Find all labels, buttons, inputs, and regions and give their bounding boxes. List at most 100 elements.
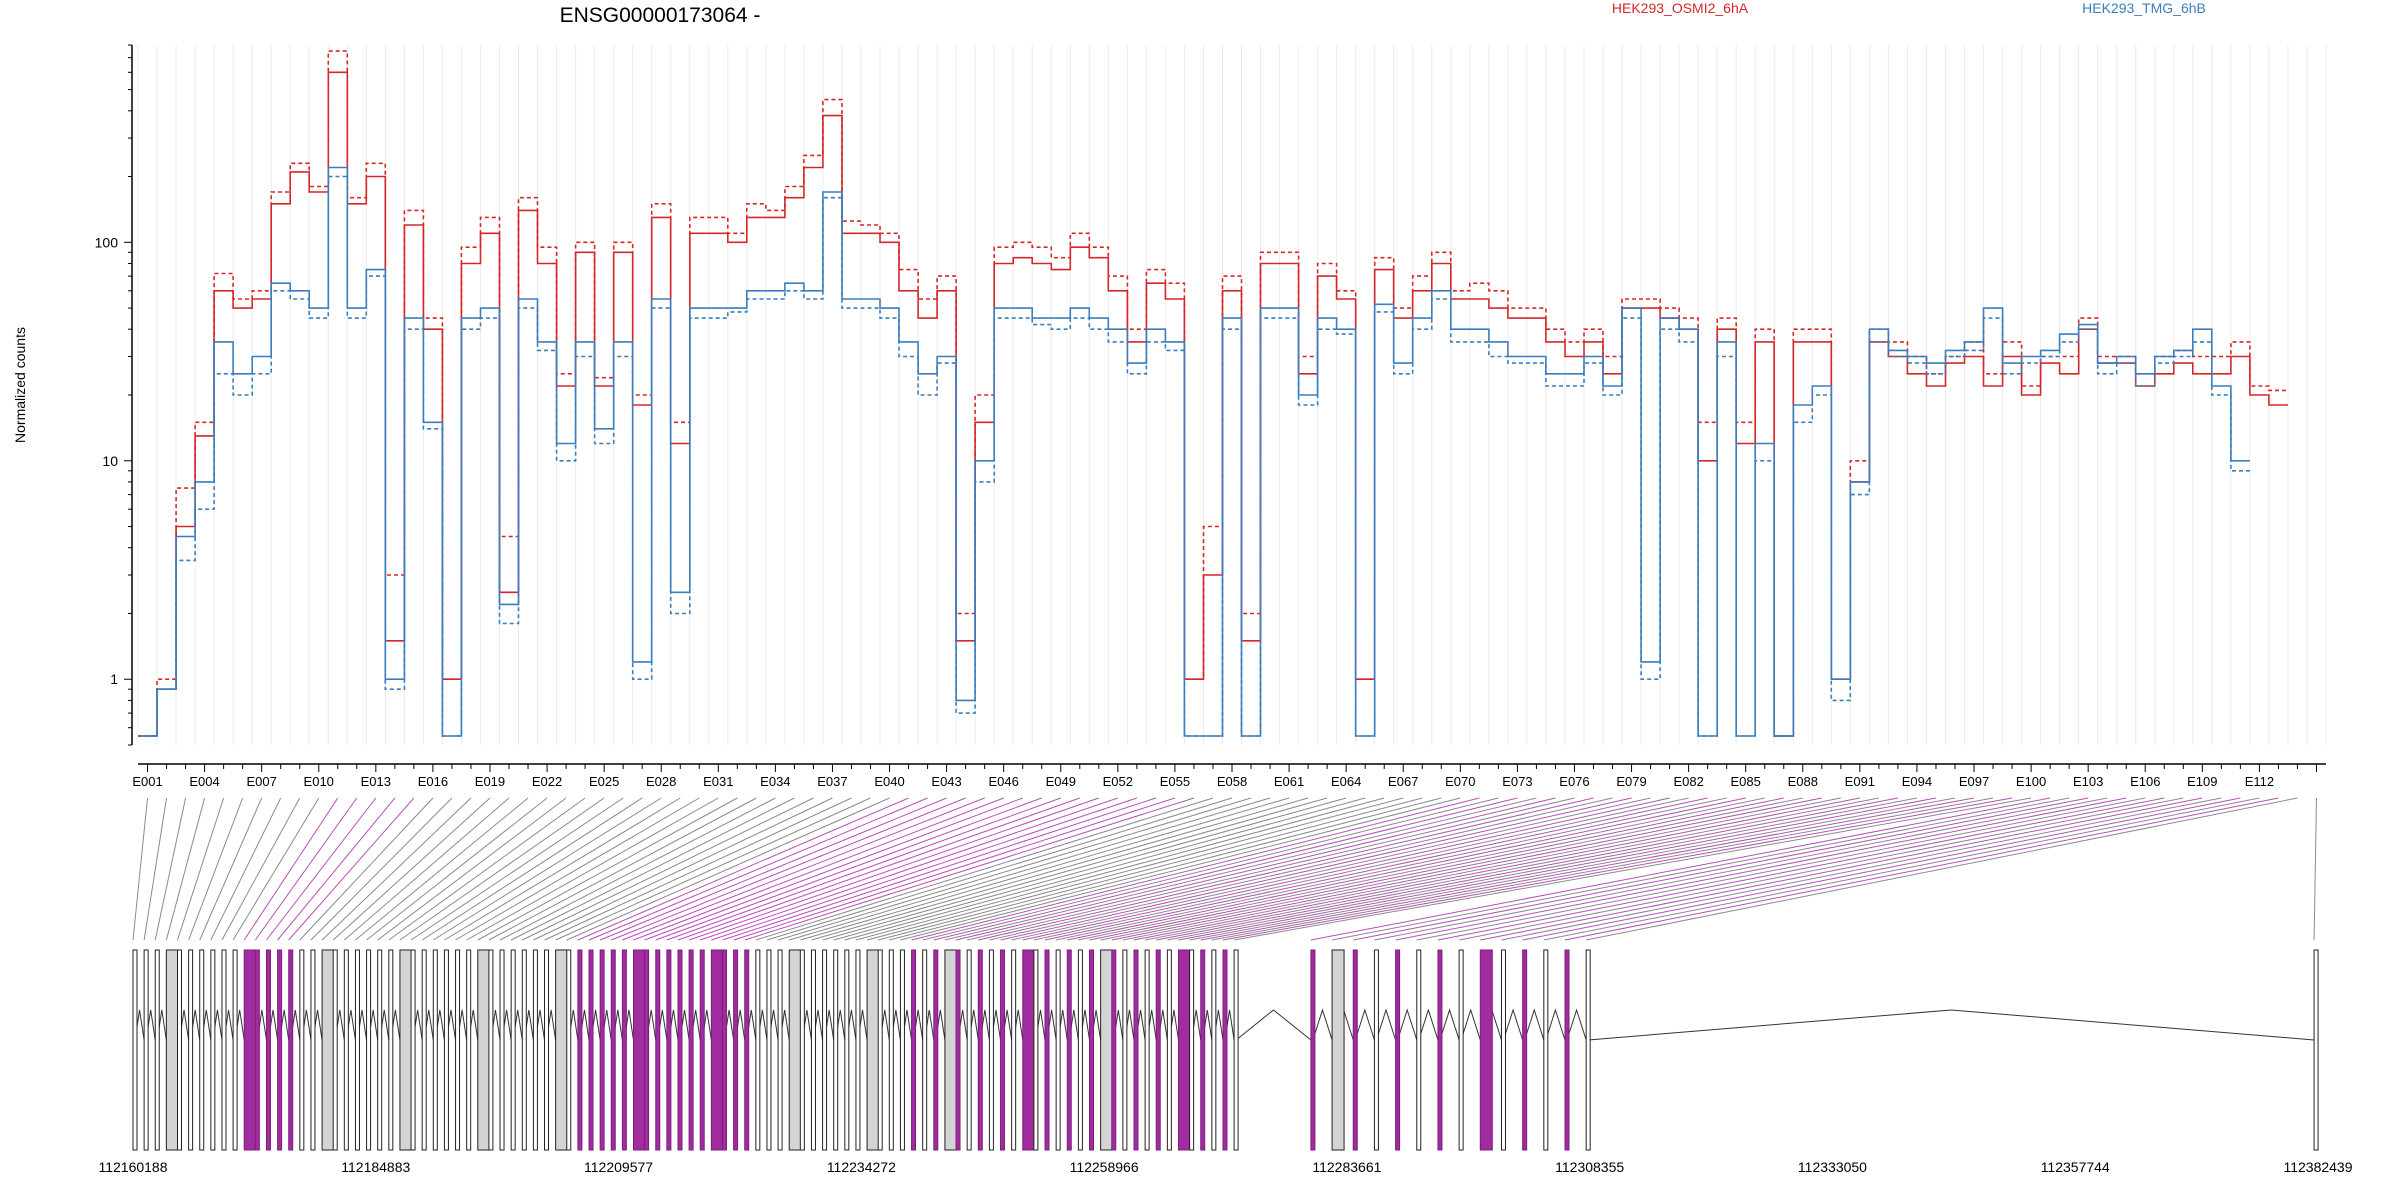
exon-box xyxy=(877,949,883,1151)
exon-box xyxy=(822,949,828,1151)
exon-box xyxy=(1200,949,1206,1151)
exon-connector xyxy=(1310,797,2051,941)
exon-connector xyxy=(944,797,1537,941)
exon-box xyxy=(366,949,372,1151)
exon-box xyxy=(944,949,958,1151)
exon-connector xyxy=(855,797,1385,941)
exon-connector xyxy=(366,797,548,941)
y-tick-label: 10 xyxy=(102,453,118,469)
exon-box xyxy=(555,949,569,1151)
exon-connector xyxy=(833,797,1347,941)
exon-connector xyxy=(1100,797,1803,941)
exon-box xyxy=(243,949,257,1151)
exon-connector xyxy=(900,797,1461,941)
exon-connector xyxy=(1459,797,2184,941)
exon-tick-label: E094 xyxy=(1902,774,1932,789)
exon-connector xyxy=(866,797,1404,941)
genomic-tick-label: 112258966 xyxy=(1070,1159,1139,1175)
exon-connector xyxy=(1022,797,1670,941)
exon-connector xyxy=(499,797,776,941)
exon-connector xyxy=(1078,797,1765,941)
exon-box xyxy=(1155,949,1161,1151)
exon-box xyxy=(1177,949,1191,1151)
exon-tick-label: E076 xyxy=(1559,774,1589,789)
exon-box xyxy=(410,949,416,1151)
genomic-tick-label: 112357744 xyxy=(2041,1159,2110,1175)
exon-tick-label: E055 xyxy=(1160,774,1190,789)
exon-box xyxy=(844,949,850,1151)
exon-connector xyxy=(566,797,890,941)
exon-connector xyxy=(989,797,1613,941)
exon-connector xyxy=(1222,797,2013,941)
exon-box xyxy=(1479,949,1493,1151)
exon-connector xyxy=(1543,797,2260,941)
intron-line xyxy=(1460,1008,1481,1041)
exon-box xyxy=(532,949,538,1151)
exon-connector xyxy=(955,797,1556,941)
exon-box xyxy=(176,949,182,1151)
exon-box xyxy=(443,949,449,1151)
exon-box xyxy=(1166,949,1172,1151)
intron-line xyxy=(1235,1009,1312,1041)
exon-box xyxy=(132,949,138,1151)
exon-box xyxy=(221,949,227,1151)
exon-connector xyxy=(1178,797,1937,941)
exon-tick-label: E070 xyxy=(1445,774,1475,789)
exon-connector xyxy=(967,797,1575,941)
exon-box xyxy=(1077,949,1083,1151)
exon-tick-label: E028 xyxy=(646,774,676,789)
exon-box xyxy=(1373,949,1379,1151)
exon-box xyxy=(621,949,627,1151)
exon-tick-label: E004 xyxy=(189,774,219,789)
intron-line xyxy=(1312,1008,1333,1041)
exon-box xyxy=(577,949,583,1151)
exon-box xyxy=(1437,949,1443,1151)
exon-connector xyxy=(2313,797,2317,941)
exon-connector xyxy=(644,797,1023,941)
exon-connector xyxy=(555,797,871,941)
exon-box xyxy=(1564,949,1570,1151)
intron-line xyxy=(1418,1008,1439,1041)
exon-box xyxy=(377,949,383,1151)
exon-grid xyxy=(137,45,2327,745)
exon-box xyxy=(299,949,305,1151)
exon-connector xyxy=(777,797,1252,941)
exon-box xyxy=(1022,949,1036,1151)
exon-connector xyxy=(266,797,377,941)
exon-connector xyxy=(433,797,662,941)
exon-connector xyxy=(522,797,814,941)
exon-tick-label: E064 xyxy=(1331,774,1361,789)
exon-tick-label: E016 xyxy=(418,774,448,789)
exon-box xyxy=(599,949,605,1151)
exon-box xyxy=(488,949,494,1151)
exon-connector xyxy=(355,797,529,941)
exon-tick-label: E061 xyxy=(1274,774,1304,789)
exon-box xyxy=(955,949,961,1151)
exon-connector xyxy=(1211,797,1994,941)
exon-tick-label: E085 xyxy=(1731,774,1761,789)
exon-connector xyxy=(933,797,1518,941)
exon-connector xyxy=(1044,797,1708,941)
exon-connector xyxy=(622,797,985,941)
exon-box xyxy=(988,949,994,1151)
exon-connector xyxy=(332,797,491,941)
y-tick-label: 100 xyxy=(95,234,119,250)
exon-box xyxy=(310,949,316,1151)
exon-connector xyxy=(254,797,358,941)
exon-axis: E001 E004 E007 E010 E013 E016 E019 E022 E025 E028… xyxy=(132,763,2326,789)
exon-tick-label: E034 xyxy=(760,774,790,789)
exon-connector xyxy=(210,797,282,941)
exon-box xyxy=(1189,949,1195,1151)
exon-connector xyxy=(1501,797,2222,941)
exon-box xyxy=(232,949,238,1151)
exon-connector xyxy=(611,797,966,941)
exon-box xyxy=(677,949,683,1151)
exon-tick-label: E001 xyxy=(132,774,162,789)
exon-box xyxy=(1144,949,1150,1151)
exon-box xyxy=(510,949,516,1151)
exon-connector xyxy=(377,797,567,941)
exon-box xyxy=(254,949,260,1151)
exon-connector xyxy=(154,797,187,941)
exon-box xyxy=(1111,949,1117,1151)
exon-box xyxy=(1310,949,1316,1151)
